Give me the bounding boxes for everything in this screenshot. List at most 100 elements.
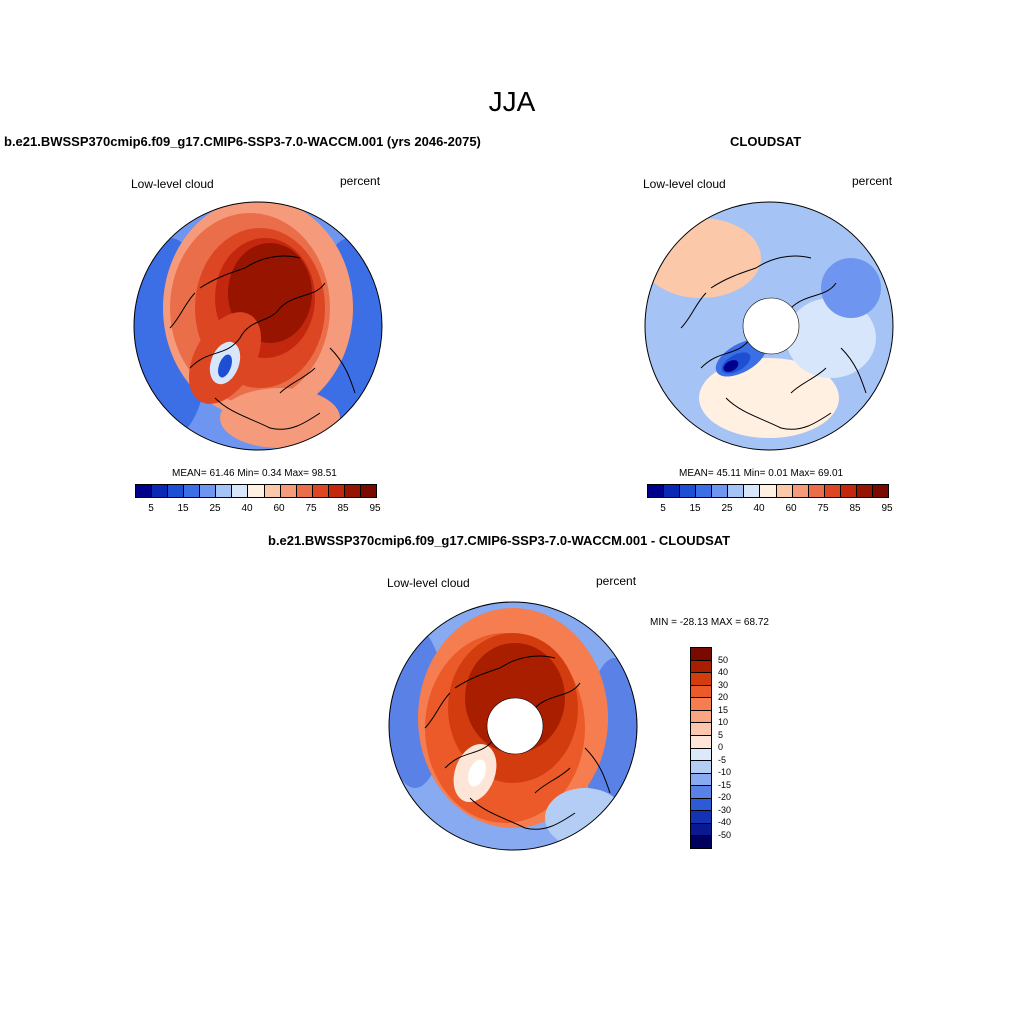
contour-region	[220, 388, 340, 448]
obs-units-label: percent	[852, 174, 893, 188]
colorbar-swatch	[691, 811, 711, 824]
colorbar-swatch	[872, 485, 888, 497]
colorbar-tick-label: -15	[718, 779, 732, 790]
diff-units-label: percent	[596, 574, 637, 588]
colorbar-tick-label: -50	[718, 829, 732, 840]
obs-panel-title: CLOUDSAT	[730, 134, 802, 149]
colorbar-tick-label: 15	[689, 503, 701, 514]
colorbar-swatch	[744, 485, 761, 497]
diff-stats: MIN = -28.13 MAX = 68.72	[650, 617, 769, 628]
figure-title: JJA	[488, 86, 536, 117]
colorbar-tick-label: 25	[721, 503, 733, 514]
coastline	[725, 397, 832, 430]
colorbar-tick-label: 40	[753, 503, 765, 514]
colorbar-swatch	[168, 485, 185, 497]
colorbar-tick-label: 5	[660, 503, 666, 514]
coastline	[329, 347, 356, 394]
colorbar-swatch	[200, 485, 217, 497]
model-panel-title: b.e21.BWSSP370cmip6.f09_g17.CMIP6-SSP3-7…	[4, 134, 481, 149]
colorbar-swatch	[264, 485, 281, 497]
colorbar-swatch	[840, 485, 857, 497]
obs-colorbar	[647, 484, 889, 498]
colorbar-tick-label: 5	[148, 503, 154, 514]
obs-stats: MEAN= 45.11 Min= 0.01 Max= 69.01	[679, 468, 844, 479]
colorbar-swatch	[691, 673, 711, 686]
colorbar-swatch	[664, 485, 681, 497]
colorbar-swatch	[232, 485, 249, 497]
colorbar-swatch	[691, 748, 711, 762]
colorbar-tick-label: 95	[881, 503, 893, 514]
coastline	[790, 367, 827, 394]
colorbar-swatch	[792, 485, 809, 497]
colorbar-tick-label: -10	[718, 767, 732, 777]
colorbar-swatch	[808, 485, 825, 497]
coastline	[584, 747, 611, 794]
colorbar-swatch	[216, 485, 233, 497]
colorbar-tick-label: -5	[718, 754, 727, 765]
colorbar-swatch	[691, 710, 711, 724]
model-variable-label: Low-level cloud	[131, 177, 214, 191]
coastline	[169, 292, 196, 329]
map-border	[388, 601, 638, 851]
colorbar-tick-label: -40	[718, 817, 732, 827]
model-colorbar	[135, 484, 377, 498]
colorbar-swatch	[328, 485, 345, 497]
colorbar-swatch	[712, 485, 729, 497]
diff-polar-map	[388, 601, 638, 851]
colorbar-swatch	[691, 836, 711, 848]
colorbar-tick-label: 60	[273, 503, 285, 514]
colorbar-swatch	[691, 773, 711, 787]
obs-variable-label: Low-level cloud	[643, 177, 726, 191]
colorbar-swatch	[152, 485, 169, 497]
colorbar-tick-label: 20	[718, 692, 729, 702]
colorbar-tick-label: -20	[718, 792, 732, 802]
colorbar-swatch	[776, 485, 793, 497]
colorbar-tick-label: 75	[305, 503, 317, 514]
colorbar-swatch	[691, 786, 711, 799]
coastline	[710, 255, 812, 289]
colorbar-swatch	[691, 698, 711, 711]
coastline	[534, 767, 571, 794]
colorbar-tick-label: -30	[718, 804, 732, 815]
colorbar-swatch	[728, 485, 745, 497]
colorbar-tick-label: 40	[241, 503, 253, 514]
pole-hole	[742, 297, 800, 355]
colorbar-tick-label: 15	[718, 704, 729, 715]
coastline	[840, 347, 867, 394]
colorbar-swatch	[360, 485, 376, 497]
colorbar-tick-label: 85	[849, 503, 861, 514]
contour-region	[218, 354, 232, 378]
colorbar-swatch	[856, 485, 873, 497]
obs-polar-map	[644, 201, 894, 451]
coastline	[214, 397, 321, 430]
colorbar-swatch	[691, 761, 711, 774]
colorbar-swatch	[296, 485, 313, 497]
colorbar-swatch	[680, 485, 697, 497]
colorbar-swatch	[136, 485, 153, 497]
coastline	[279, 367, 316, 394]
colorbar-swatch	[184, 485, 201, 497]
pole-hole	[486, 697, 544, 755]
coastline	[454, 655, 556, 689]
colorbar-swatch	[280, 485, 297, 497]
coastline	[199, 255, 301, 289]
colorbar-swatch	[691, 823, 711, 837]
colorbar-tick-label: 50	[718, 654, 729, 665]
colorbar-tick-label: 85	[337, 503, 349, 514]
colorbar-tick-label: 0	[718, 742, 724, 752]
coastline	[680, 292, 707, 329]
colorbar-tick-label: 40	[718, 667, 729, 677]
contour-region	[645, 218, 761, 298]
colorbar-swatch	[344, 485, 361, 497]
colorbar-tick-label: 60	[785, 503, 797, 514]
diff-variable-label: Low-level cloud	[387, 576, 470, 590]
colorbar-swatch	[691, 798, 711, 812]
colorbar-swatch	[691, 660, 711, 674]
colorbar-swatch	[648, 485, 665, 497]
colorbar-swatch	[248, 485, 265, 497]
model-stats: MEAN= 61.46 Min= 0.34 Max= 98.51	[172, 468, 337, 479]
coastline	[424, 692, 451, 729]
diff-colorbar	[690, 647, 712, 849]
contour-region	[699, 358, 839, 438]
colorbar-tick-label: 95	[369, 503, 381, 514]
